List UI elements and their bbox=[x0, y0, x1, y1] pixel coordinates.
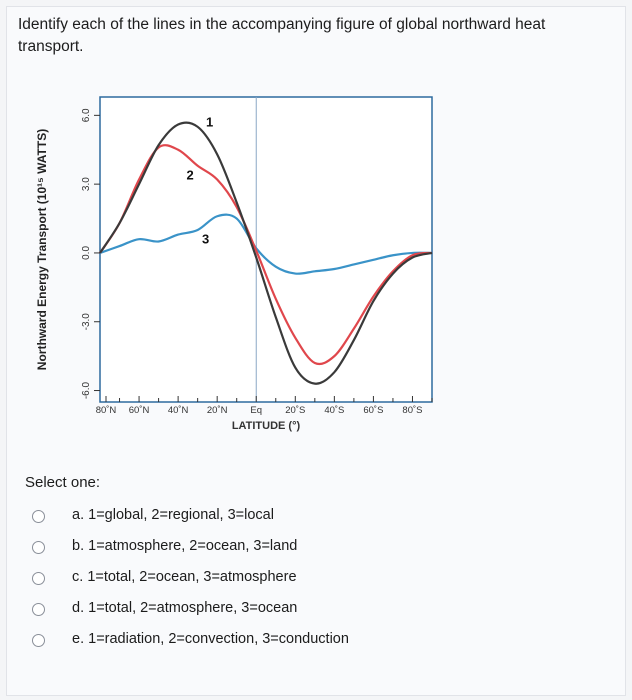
y-axis-label: Northward Energy Transport (10¹⁵ WATTS) bbox=[35, 129, 49, 370]
option-letter: a. bbox=[72, 507, 85, 523]
option-b[interactable]: b. 1=atmosphere, 2=ocean, 3=land bbox=[0, 536, 600, 562]
x-tick-label: 40˚S bbox=[324, 405, 344, 416]
series-line-3 bbox=[99, 213, 433, 275]
x-tick-label: Eq bbox=[250, 405, 262, 416]
plot-area bbox=[99, 96, 433, 403]
option-e[interactable]: e. 1=radiation, 2=convection, 3=conducti… bbox=[0, 629, 600, 655]
series-label-3: 3 bbox=[202, 231, 209, 246]
x-tick-label: 80˚N bbox=[96, 405, 117, 416]
option-c[interactable]: c. 1=total, 2=ocean, 3=atmosphere bbox=[0, 567, 600, 593]
option-label: 1=total, 2=ocean, 3=atmosphere bbox=[87, 569, 297, 585]
option-label: 1=global, 2=regional, 3=local bbox=[88, 507, 274, 523]
question-text: Identify each of the lines in the accomp… bbox=[18, 16, 546, 55]
y-tick-label: 3.0 bbox=[81, 177, 92, 191]
option-a[interactable]: a. 1=global, 2=regional, 3=local bbox=[0, 505, 600, 531]
option-label: 1=radiation, 2=convection, 3=conduction bbox=[88, 631, 349, 647]
option-d[interactable]: d. 1=total, 2=atmosphere, 3=ocean bbox=[0, 598, 600, 624]
x-axis-label: LATITUDE (°) bbox=[232, 420, 301, 432]
x-tick-label: 40˚N bbox=[168, 405, 189, 416]
x-tick-label: 60˚S bbox=[363, 405, 383, 416]
radio-button[interactable] bbox=[32, 603, 45, 616]
y-tick-label: 6.0 bbox=[81, 108, 92, 122]
heat-transport-chart: 6.0 3.0 0.0 -3.0 -6.0 80˚N 60˚N 40˚N 20˚N Eq 20˚S 4… bbox=[35, 96, 433, 432]
option-letter: d. bbox=[72, 600, 85, 616]
series-label-1: 1 bbox=[206, 115, 213, 130]
y-tick-label: -6.0 bbox=[81, 381, 92, 399]
radio-button[interactable] bbox=[32, 572, 45, 585]
radio-button[interactable] bbox=[32, 541, 45, 554]
option-letter: b. bbox=[72, 538, 85, 554]
y-tick-label: -3.0 bbox=[81, 313, 92, 331]
series-label-2: 2 bbox=[187, 167, 194, 182]
option-letter: c. bbox=[72, 569, 84, 585]
option-label: 1=total, 2=atmosphere, 3=ocean bbox=[88, 600, 298, 616]
x-tick-label: 20˚S bbox=[285, 405, 305, 416]
option-letter: e. bbox=[72, 631, 85, 647]
series-line-1 bbox=[99, 121, 433, 385]
x-tick-label: 80˚S bbox=[402, 405, 422, 416]
option-label: 1=atmosphere, 2=ocean, 3=land bbox=[88, 538, 298, 554]
x-tick-label: 60˚N bbox=[129, 405, 150, 416]
radio-button[interactable] bbox=[32, 634, 45, 647]
radio-button[interactable] bbox=[32, 510, 45, 523]
select-one-label: Select one: bbox=[25, 474, 101, 491]
x-tick-label: 20˚N bbox=[207, 405, 228, 416]
y-tick-label: 0.0 bbox=[81, 246, 92, 260]
